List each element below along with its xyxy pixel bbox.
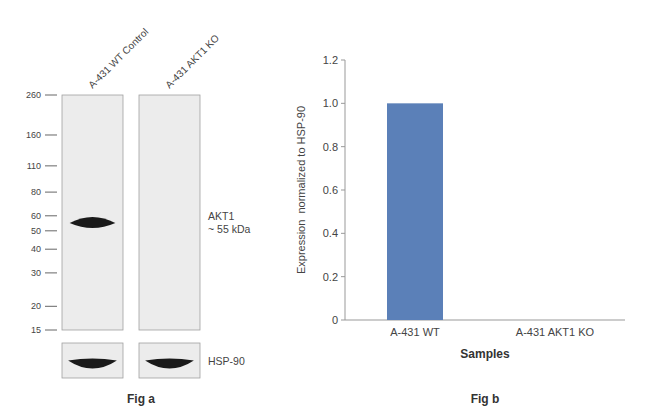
x-tick-label: A-431 AKT1 KO — [516, 326, 595, 338]
loading-lane — [62, 343, 123, 378]
mw-tick — [45, 272, 57, 273]
mw-label: 15 — [31, 325, 41, 335]
x-axis-label: Samples — [460, 347, 510, 361]
annotation: HSP-90 — [208, 355, 245, 367]
bar — [527, 320, 583, 321]
loading-band — [68, 359, 117, 369]
y-tick-label: 1.0 — [323, 97, 338, 109]
mw-tick — [45, 215, 57, 216]
y-tick-label: 0.8 — [323, 141, 338, 153]
mw-tick — [45, 165, 57, 166]
loading-band — [145, 359, 194, 369]
y-tick — [341, 320, 345, 321]
y-tick — [341, 190, 345, 191]
y-tick — [341, 233, 345, 234]
bar-panel: 0 0.2 0.4 0.6 0.8 1.0 1.2 A-431 WT A-431 AKT1 KO… — [295, 54, 625, 406]
mw-label: 20 — [31, 301, 41, 311]
loading-lane — [139, 343, 200, 378]
band-label-line: ~ 55 kDa — [208, 223, 250, 235]
mw-tick — [45, 134, 57, 135]
blot-panel: A-431 WT ControlA-431 AKT1 KO 260 160 110 80… — [26, 26, 251, 406]
gel-lane — [62, 95, 123, 330]
bar — [387, 103, 443, 320]
x-tick-label: A-431 WT — [390, 326, 440, 338]
title: Fig a — [127, 392, 155, 406]
lane-label: A-431 WT Control — [86, 26, 150, 90]
mw-label: 60 — [31, 211, 41, 221]
mw-label: 50 — [31, 226, 41, 236]
mw-label: 110 — [27, 161, 41, 171]
mw-label: 80 — [31, 187, 41, 197]
y-tick-label: 1.2 — [323, 54, 338, 66]
mw-label: 260 — [26, 90, 41, 100]
band-label-line: AKT1 — [208, 210, 234, 222]
mw-tick — [45, 306, 57, 307]
mw-tick — [45, 230, 57, 231]
y-tick-label: 0.6 — [323, 184, 338, 196]
y-tick-label: 0 — [332, 314, 338, 326]
y-tick — [341, 103, 345, 104]
gel-lane — [139, 95, 200, 330]
lane-label: A-431 AKT1 KO — [163, 32, 221, 90]
band — [70, 217, 116, 228]
y-tick — [341, 146, 345, 147]
mw-tick — [45, 330, 57, 331]
y-tick — [341, 60, 345, 61]
band-label: AKT1~ 55 kDa — [208, 210, 250, 235]
chart-root: A-431 WT ControlA-431 AKT1 KO26016011080… — [0, 0, 650, 416]
title: Fig b — [471, 392, 500, 406]
mw-tick — [45, 249, 57, 250]
mw-label: 30 — [31, 268, 41, 278]
y-tick-label: 0.4 — [323, 227, 338, 239]
y-axis-label: Expression normalized to HSP-90 — [295, 106, 307, 274]
mw-label: 40 — [31, 244, 41, 254]
y-tick — [341, 276, 345, 277]
mw-tick — [45, 192, 57, 193]
y-tick-label: 0.2 — [323, 271, 338, 283]
bars — [387, 103, 443, 320]
mw-label: 160 — [26, 130, 41, 140]
bands — [70, 217, 116, 228]
mw-tick — [45, 95, 57, 96]
